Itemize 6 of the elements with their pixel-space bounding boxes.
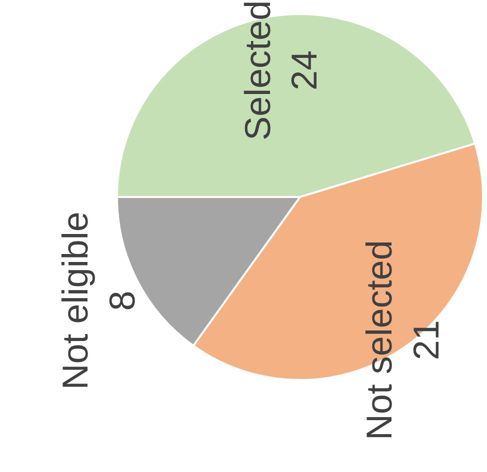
data-label: 21 xyxy=(405,320,446,360)
slice-label: Selected xyxy=(236,0,278,140)
slice-label: Not selected xyxy=(358,240,400,440)
data-label: 8 xyxy=(101,290,142,311)
data-label: 24 xyxy=(284,50,325,90)
slice-label: Not eligible xyxy=(54,212,96,390)
